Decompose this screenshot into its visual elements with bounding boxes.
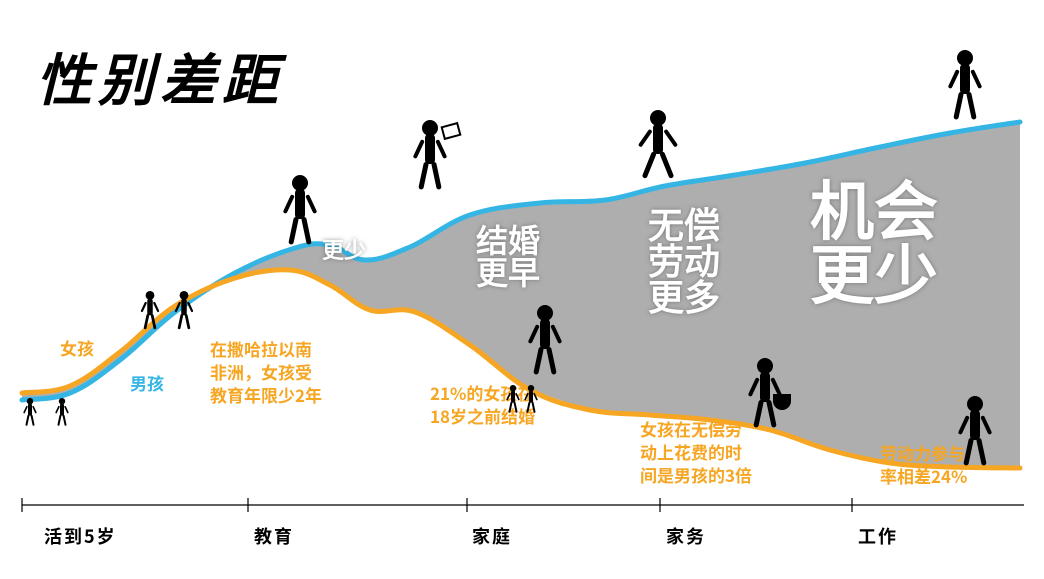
- person-icon: [139, 291, 161, 335]
- gap-label: 无偿 劳动 更多: [648, 208, 720, 316]
- figure-group: [10, 350, 82, 435]
- stage-label: 工作: [858, 523, 898, 549]
- gap-label: 更少: [322, 240, 366, 262]
- gap-label: 结婚 更早: [476, 225, 540, 289]
- annotation-note: 在撒哈拉以南 非洲，女孩受 教育年限少2年: [210, 338, 322, 407]
- stage-label: 家庭: [472, 523, 512, 549]
- person-icon: [525, 305, 565, 385]
- stage-label: 活到5岁: [44, 523, 117, 549]
- person-icon: [54, 398, 70, 430]
- stage-label: 教育: [254, 523, 294, 549]
- person-icon: [173, 291, 195, 335]
- boys-line-label: 男孩: [130, 370, 164, 395]
- person-icon: [523, 385, 539, 417]
- gap-label: 机会 更少: [810, 180, 938, 308]
- person-icon: [280, 175, 320, 255]
- person-icon: [955, 396, 995, 476]
- person-icon: [22, 398, 38, 430]
- figure-group: [130, 255, 204, 340]
- person-icon: [505, 385, 521, 417]
- figure-group: [493, 305, 573, 385]
- page-title: 性别差距: [36, 36, 284, 117]
- stage-label: 家务: [666, 523, 706, 549]
- annotation-note: 女孩在无偿劳 动上花费的时 间是男孩的3倍: [640, 418, 752, 487]
- person-icon: [638, 110, 678, 190]
- person-icon: [945, 50, 985, 130]
